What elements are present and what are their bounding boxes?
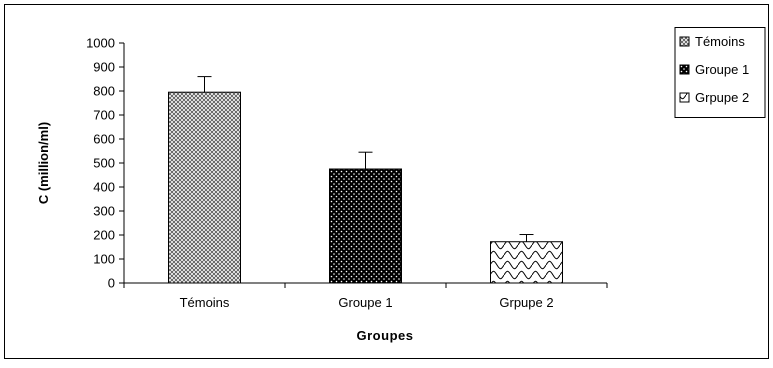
y-tick-label: 400 (93, 180, 115, 195)
y-axis-title: C (million/ml) (36, 122, 51, 204)
y-tick-label: 0 (108, 276, 115, 291)
y-tick-label: 1000 (86, 36, 115, 51)
bars (168, 91, 563, 284)
y-ticks: 0 100 200 300 400 500 600 700 800 900 1000 (86, 36, 124, 291)
legend: Témoins Groupe 1 Grpupe 2 (674, 27, 766, 118)
x-ticks: Témoins Groupe 1 Grpupe 2 (123, 283, 608, 310)
x-axis-title: Groupes (357, 328, 414, 343)
y-tick-label: 300 (93, 204, 115, 219)
legend-box (674, 27, 766, 118)
y-tick-label: 500 (93, 156, 115, 171)
y-tick-label: 700 (93, 108, 115, 123)
legend-swatch (679, 92, 690, 103)
bar-3 (490, 241, 563, 284)
y-tick-label: 200 (93, 228, 115, 243)
legend-label: Groupe 1 (695, 62, 749, 77)
bar-2 (329, 168, 402, 284)
bar-1 (168, 91, 241, 284)
x-tick-label: Témoins (180, 295, 230, 310)
legend-label: Témoins (695, 34, 745, 49)
legend-swatch (679, 36, 690, 47)
x-tick-label: Grpupe 2 (499, 295, 553, 310)
legend-swatch (679, 64, 690, 75)
y-tick-label: 900 (93, 60, 115, 75)
y-tick-label: 100 (93, 252, 115, 267)
y-tick-label: 800 (93, 84, 115, 99)
error-bars (197, 76, 534, 242)
y-tick-label: 600 (93, 132, 115, 147)
x-tick-label: Groupe 1 (338, 295, 392, 310)
legend-label: Grpupe 2 (695, 90, 749, 105)
